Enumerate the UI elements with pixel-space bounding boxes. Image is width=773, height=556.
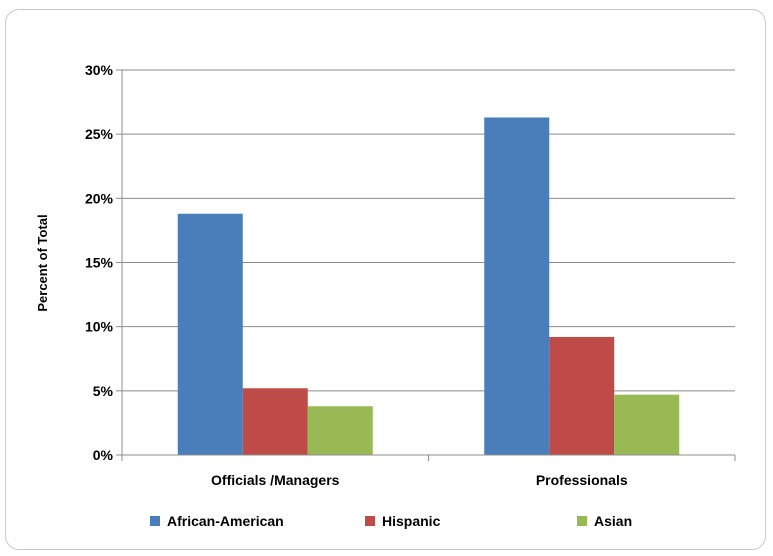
axes	[121, 70, 736, 461]
legend-swatch	[577, 516, 587, 526]
legend-swatch	[150, 516, 160, 526]
y-axis-label: Percent of Total	[35, 214, 50, 311]
x-tick-labels: Officials /Managers Professionals	[211, 472, 628, 488]
legend-swatch	[365, 516, 375, 526]
y-tick-label: 30%	[85, 62, 114, 78]
y-tick-label: 0%	[93, 447, 114, 463]
x-tick-label: Officials /Managers	[211, 472, 340, 488]
bar-hispanic-0	[242, 388, 308, 455]
y-tick-label: 10%	[85, 319, 114, 335]
y-tick-label: 25%	[85, 126, 114, 142]
bar-hispanic-1	[549, 336, 615, 455]
bars	[177, 117, 680, 455]
bar-asian-1	[614, 394, 680, 455]
legend-label: African-American	[167, 513, 284, 529]
bar-african-american-0	[177, 213, 243, 455]
x-tick-label: Professionals	[536, 472, 628, 488]
y-tick-label: 20%	[85, 190, 114, 206]
bar-african-american-1	[484, 117, 550, 455]
y-tick-label: 15%	[85, 255, 114, 271]
y-tick-label: 5%	[93, 383, 114, 399]
chart-frame	[5, 9, 766, 550]
bar-asian-0	[307, 406, 373, 455]
legend: African-American Hispanic Asian	[150, 513, 632, 529]
legend-label: Hispanic	[382, 513, 441, 529]
y-tick-labels: 0% 5% 10% 15% 20% 25% 30%	[85, 62, 114, 463]
legend-label: Asian	[594, 513, 632, 529]
